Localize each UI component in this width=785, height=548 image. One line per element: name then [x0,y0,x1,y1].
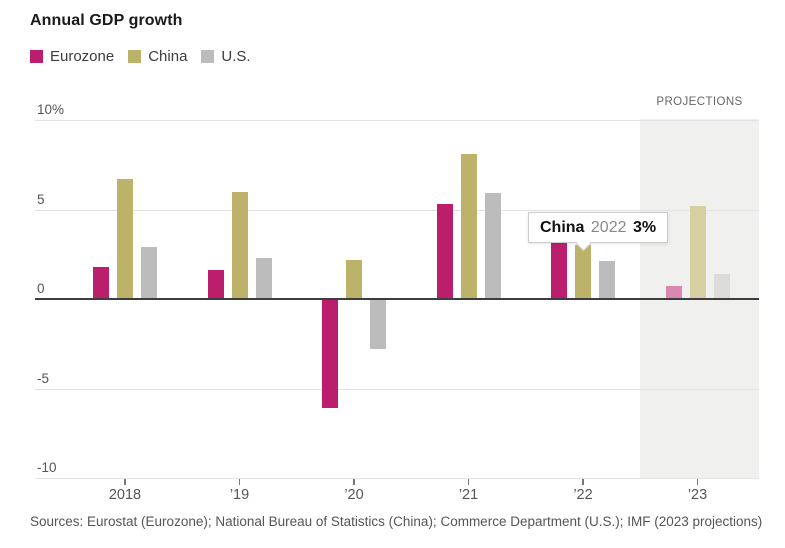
x-axis-tick-22 [582,479,584,485]
tooltip-year: 2022 [590,219,627,236]
tooltip-value: 3% [632,219,657,236]
y-axis-label-10: 10% [37,102,65,117]
bar-china-23[interactable] [689,205,706,299]
chart-title: Annual GDP growth [30,12,183,29]
legend-label-china: China [148,48,188,65]
x-axis-label-2018: 2018 [108,487,142,503]
bar-us-19[interactable] [255,257,272,299]
bar-china-19[interactable] [231,191,248,299]
legend-swatch-eurozone [30,50,43,63]
bar-china-20[interactable] [346,259,362,299]
legend: Eurozone China U.S. [30,48,251,65]
bar-us-21[interactable] [484,193,501,299]
bar-us-23[interactable] [713,273,730,299]
bar-eurozone-20[interactable] [322,299,338,409]
legend-label-eurozone: Eurozone [50,48,115,65]
legend-swatch-us [201,50,215,63]
bar-eurozone-22[interactable] [551,236,567,299]
bar-eurozone-21[interactable] [436,204,453,299]
y-axis-label--10: -10 [37,460,57,475]
bar-eurozone-2018[interactable] [93,266,109,299]
bar-us-22[interactable] [599,261,615,299]
gridline--5 [35,388,759,390]
bar-us-2018[interactable] [141,247,157,299]
gridline-0 [35,298,759,300]
bar-eurozone-19[interactable] [207,270,224,299]
y-axis-label-0: 0 [37,281,45,296]
sources-note: Sources: Eurostat (Eurozone); National B… [30,514,763,529]
x-axis-tick-23 [696,479,699,485]
x-axis-tick-20 [353,479,355,485]
x-axis-label-19: ’19 [229,487,250,503]
legend-item-china: China [128,48,187,65]
x-axis-label-21: ’21 [458,487,479,503]
legend-label-us: U.S. [221,48,251,65]
x-axis-label-23: ’23 [687,487,708,503]
x-axis-label-20: ’20 [344,487,364,503]
bar-china-21[interactable] [460,154,477,299]
y-axis-label--5: -5 [37,370,50,386]
x-axis-tick-2018 [124,479,126,485]
gridline-10 [35,120,759,121]
gridline--10 [35,478,759,479]
y-axis-label-5: 5 [37,191,45,207]
gridline-5 [35,209,759,211]
x-axis-tick-21 [467,479,470,485]
legend-item-eurozone: Eurozone [30,48,114,65]
x-axis-label-22: ’22 [573,487,593,503]
tooltip: China 2022 3% [528,212,669,251]
bar-china-2018[interactable] [117,179,133,299]
bar-eurozone-23[interactable] [665,286,682,299]
bar-china-22[interactable] [575,245,591,299]
bar-us-20[interactable] [370,299,386,350]
tooltip-series: China [540,219,585,236]
legend-item-us: U.S. [201,48,251,65]
projections-label: PROJECTIONS [656,96,743,108]
x-axis-tick-19 [238,479,241,485]
legend-swatch-china [128,50,142,63]
